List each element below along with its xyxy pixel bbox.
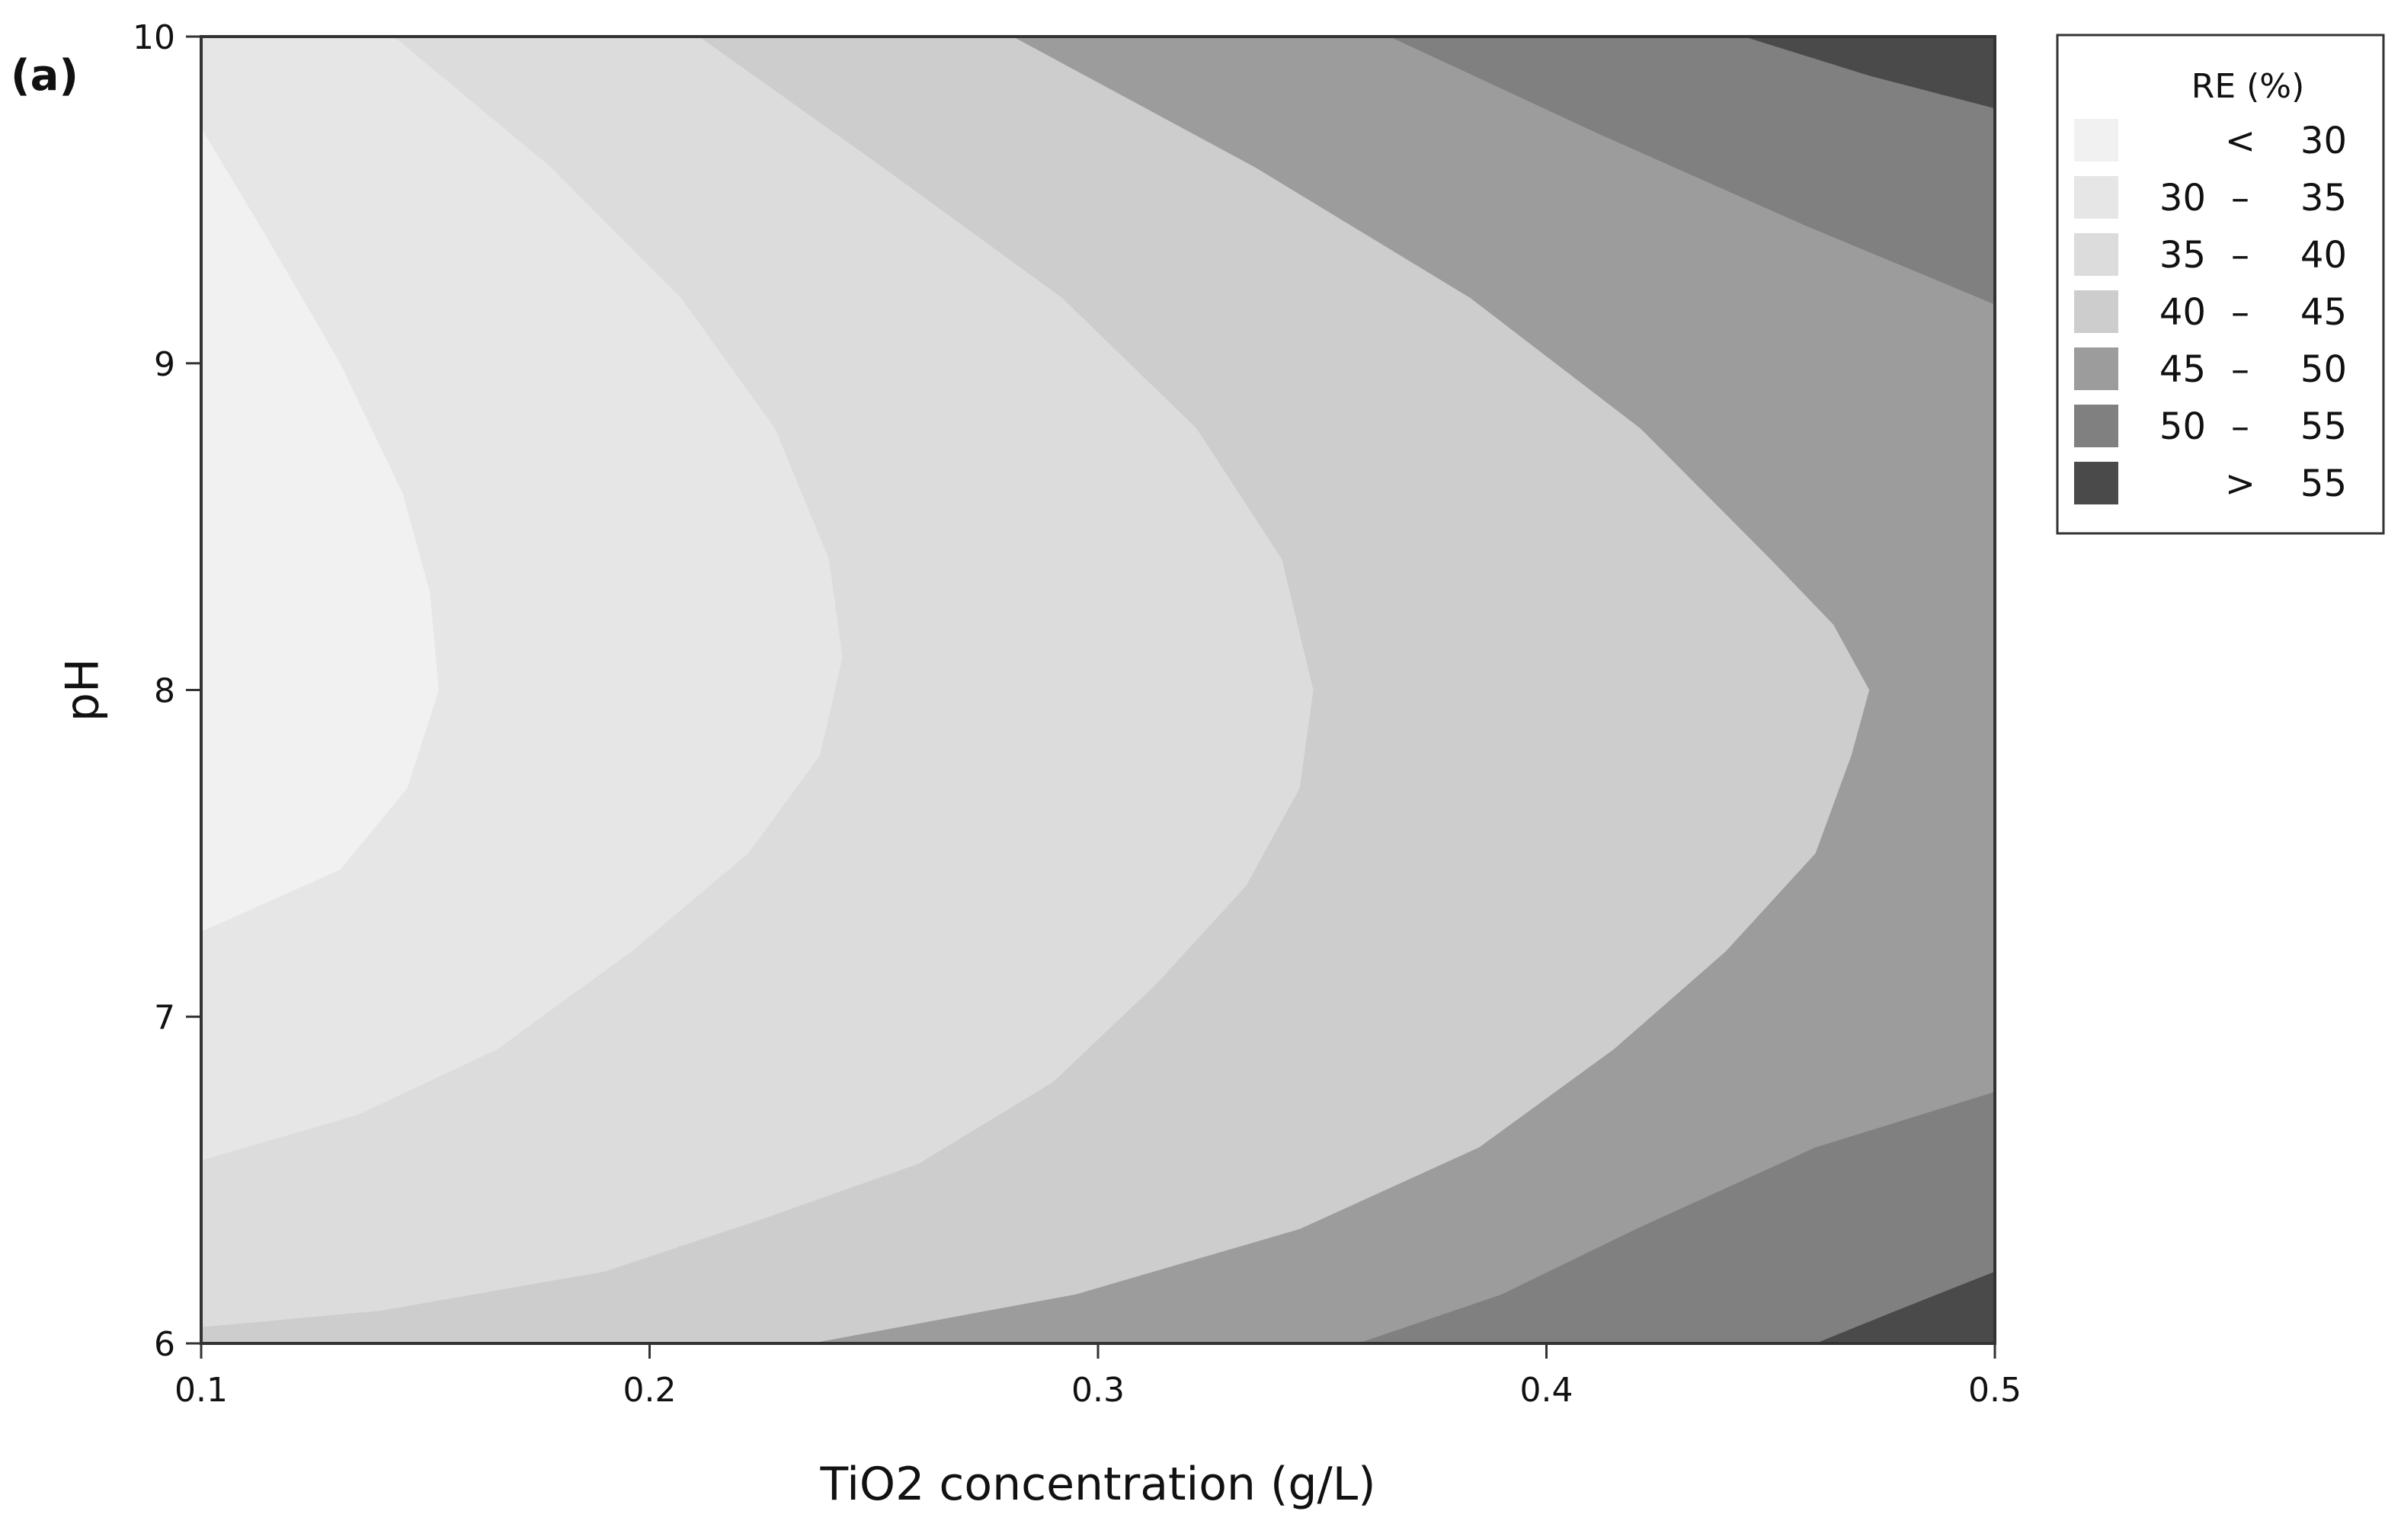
x-tick-label: 0.5	[1968, 1371, 2022, 1410]
x-axis: 0.1 0.2 0.3 0.4 0.5	[174, 1343, 2022, 1410]
region-30-35	[201, 37, 843, 1161]
legend-item: >55	[2074, 462, 2347, 505]
panel-label: (a)	[11, 51, 78, 101]
legend-range-high: 55	[2300, 405, 2347, 448]
legend-separator: >	[2225, 463, 2255, 505]
legend-title: RE (%)	[2191, 67, 2305, 106]
legend-item: 40– 45	[2074, 290, 2347, 334]
legend-item: 45– 50	[2074, 347, 2347, 391]
region-below-30	[201, 128, 439, 932]
legend-separator: <	[2225, 120, 2255, 162]
legend-range-low: 45	[2159, 348, 2206, 391]
legend-range-high: 45	[2300, 291, 2347, 334]
y-axis-title: pH	[56, 658, 110, 722]
y-axis: 6 7 8 9 10	[133, 18, 201, 1364]
legend-range-high: 55	[2300, 463, 2347, 505]
x-tick-label: 0.4	[1520, 1371, 1573, 1410]
x-axis-title: TiO2 concentration (g/L)	[819, 1458, 1375, 1511]
legend-swatch	[2074, 176, 2118, 219]
legend-range-low: 30	[2159, 177, 2206, 219]
legend-swatch	[2074, 119, 2118, 162]
y-tick-label: 9	[154, 345, 175, 384]
legend-swatch	[2074, 462, 2118, 504]
y-tick-label: 10	[133, 18, 175, 57]
y-tick-label: 7	[154, 998, 175, 1037]
legend-range-high: 40	[2300, 234, 2347, 277]
legend-item: 50– 55	[2074, 405, 2347, 448]
legend-separator: –	[2231, 177, 2249, 219]
y-tick-label: 8	[154, 672, 175, 711]
x-tick-label: 0.1	[174, 1371, 228, 1410]
contour-regions	[201, 37, 1995, 1343]
y-tick-label: 6	[154, 1325, 175, 1364]
legend-item: <30	[2074, 119, 2347, 162]
legend-range-high: 35	[2300, 177, 2347, 219]
legend-item: 35– 40	[2074, 233, 2347, 277]
legend-range-low: 40	[2159, 291, 2206, 334]
legend-range-high: 50	[2300, 348, 2347, 391]
legend-range-low: 50	[2159, 405, 2206, 448]
legend-separator: –	[2231, 291, 2249, 334]
legend-swatch	[2074, 290, 2118, 333]
legend-swatch	[2074, 405, 2118, 447]
legend-separator: –	[2231, 348, 2249, 391]
legend-item: 30– 35	[2074, 176, 2347, 219]
legend-range-low: 35	[2159, 234, 2206, 277]
legend-range-high: 30	[2300, 120, 2347, 162]
legend-separator: –	[2231, 234, 2249, 277]
legend-box	[2056, 34, 2385, 535]
legend-swatch	[2074, 233, 2118, 276]
x-tick-label: 0.3	[1071, 1371, 1125, 1410]
x-tick-label: 0.2	[623, 1371, 677, 1410]
legend-separator: –	[2231, 405, 2249, 448]
legend-swatch	[2074, 347, 2118, 390]
